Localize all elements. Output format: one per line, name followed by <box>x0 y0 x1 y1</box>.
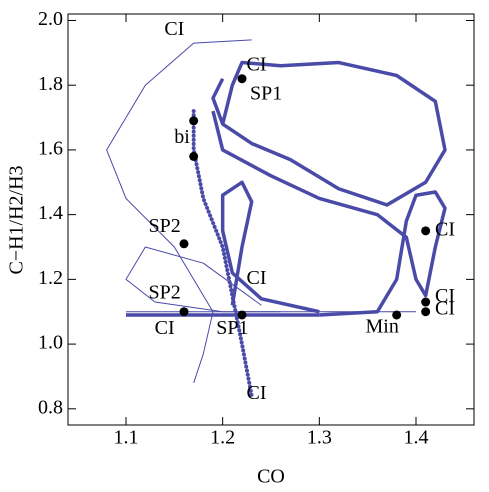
trajectory <box>220 180 320 314</box>
annotation: SP1 <box>216 317 248 339</box>
y-tick-label: 1.0 <box>38 332 63 354</box>
annotation: CI <box>164 18 184 40</box>
trajectory <box>191 109 254 398</box>
annotation: SP2 <box>149 282 181 304</box>
x-tick-label: 1.2 <box>210 427 235 449</box>
annotation: SP1 <box>250 82 282 104</box>
point <box>189 116 199 126</box>
point <box>237 74 247 84</box>
x-axis-label: CO <box>257 466 285 488</box>
y-tick-label: 1.2 <box>38 267 63 289</box>
y-axis-label: C−H1/H2/H3 <box>6 165 28 274</box>
point <box>179 307 189 317</box>
annotation: bi <box>174 126 190 148</box>
annotation: CI <box>247 53 267 75</box>
annotation: CI <box>247 267 267 289</box>
trajectory <box>106 39 252 384</box>
x-tick-label: 1.4 <box>404 427 429 449</box>
y-tick-label: 1.6 <box>38 138 63 160</box>
annotation: CI <box>435 218 455 240</box>
point <box>179 239 189 249</box>
y-tick-label: 1.8 <box>38 73 63 95</box>
annotation: CI <box>435 298 455 320</box>
x-tick-label: 1.3 <box>307 427 332 449</box>
trajectory <box>211 110 447 317</box>
point <box>421 226 431 236</box>
y-tick-label: 2.0 <box>38 8 63 30</box>
trajectory <box>125 246 281 313</box>
point <box>421 307 431 317</box>
y-tick-label: 1.4 <box>38 202 63 224</box>
annotation: CI <box>155 317 175 339</box>
x-tick-label: 1.1 <box>114 427 139 449</box>
annotation: CI <box>247 382 267 404</box>
annotation: Min <box>365 316 398 338</box>
point <box>392 310 402 320</box>
y-tick-label: 0.8 <box>38 396 63 418</box>
annotation: SP2 <box>149 215 181 237</box>
annotation: CI <box>435 285 455 307</box>
point <box>421 297 431 307</box>
point <box>237 310 247 320</box>
trajectory <box>211 60 447 207</box>
point <box>189 151 199 161</box>
plot-frame <box>67 13 475 426</box>
